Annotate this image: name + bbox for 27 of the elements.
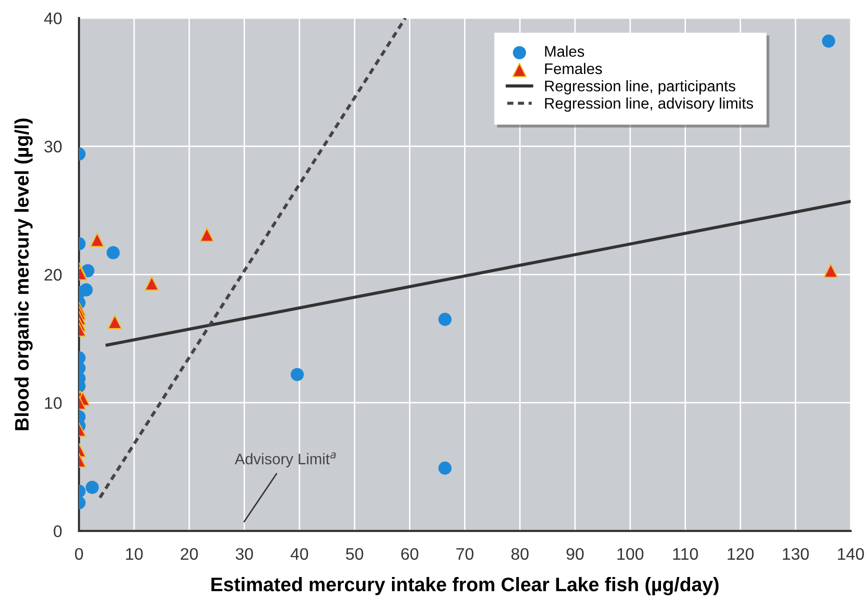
x-tick-label: 100 (618, 548, 644, 560)
x-tick-label: 140 (838, 548, 864, 560)
x-tick-label: 60 (401, 548, 418, 560)
x-tick-label: 20 (180, 548, 198, 560)
x-tick-label: 80 (511, 548, 529, 560)
y-axis-title: Blood organic mercury level (µg/l) (14, 118, 33, 430)
x-axis-title: Estimated mercury intake from Clear Lake fish (µg/day) (211, 577, 719, 596)
legend-label: Regression line, participants (545, 80, 736, 94)
x-tick-label: 40 (290, 548, 308, 560)
x-tick-label: 50 (346, 548, 364, 560)
y-tick-label: 30 (44, 140, 62, 152)
x-tick-label: 120 (728, 548, 754, 560)
x-tick-label: 0 (75, 548, 83, 560)
x-tick-label: 110 (673, 548, 698, 560)
y-tick-label: 0 (54, 525, 62, 538)
x-tick-label: 130 (782, 548, 809, 560)
x-tick-label: 10 (126, 548, 143, 560)
legend-label: Females (545, 62, 602, 74)
y-tick-label: 20 (44, 268, 62, 281)
legend-label: Regression line, advisory limits (545, 98, 754, 112)
x-tick-label: 90 (566, 548, 584, 560)
y-tick-label: 10 (45, 397, 62, 409)
x-tick-label: 30 (236, 548, 253, 560)
legend-label: Males (545, 46, 584, 57)
annotation: Advisory Limit$^{a}$ (234, 452, 336, 468)
x-tick-label: 70 (456, 548, 474, 560)
y-tick-label: 40 (44, 12, 62, 24)
